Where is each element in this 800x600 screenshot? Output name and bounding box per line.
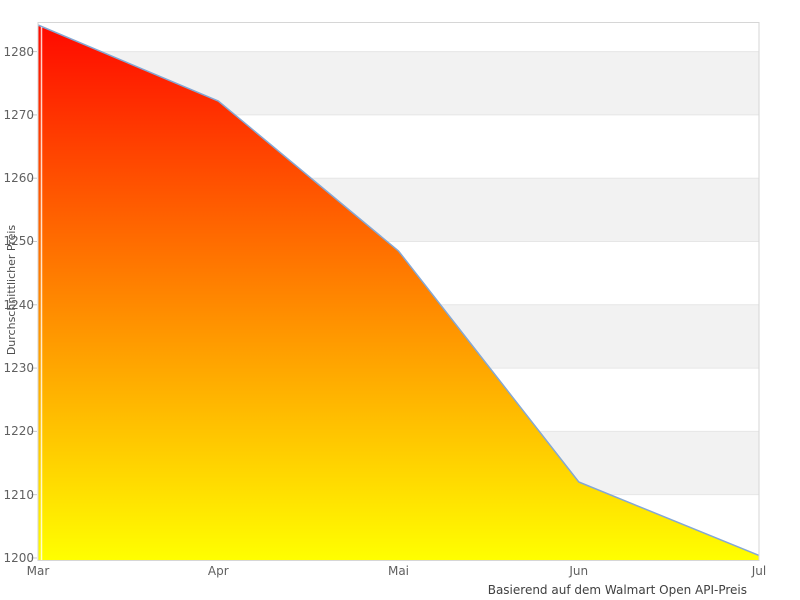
y-axis-tick-label: 1250 <box>3 234 34 249</box>
x-axis-tick-label: Apr <box>207 564 229 578</box>
x-axis-tick-label: Jun <box>569 564 589 578</box>
y-axis-title: Durchschnittlicher Preis <box>5 224 18 356</box>
x-axis-tick-label: Jul <box>751 564 767 578</box>
y-axis-tick-label: 1240 <box>3 297 34 312</box>
area-series-fill <box>38 25 759 561</box>
y-axis-tick-label: 1260 <box>3 171 34 186</box>
area-series-line <box>37 24 760 557</box>
x-axis-tick-label: Mai <box>387 564 410 578</box>
y-axis-tick-label: 1200 <box>3 550 34 565</box>
y-axis-tick-label: 1220 <box>3 424 34 439</box>
chart-caption: Basierend auf dem Walmart Open API-Preis <box>487 583 747 597</box>
y-axis-tick-label: 1230 <box>3 361 34 376</box>
y-axis-tick-label: 1280 <box>3 44 34 59</box>
x-axis-tick-label: Mar <box>26 564 50 578</box>
y-axis-tick-label: 1270 <box>3 107 34 122</box>
y-axis-tick-label: 1210 <box>3 487 34 502</box>
plot-border <box>37 22 760 561</box>
